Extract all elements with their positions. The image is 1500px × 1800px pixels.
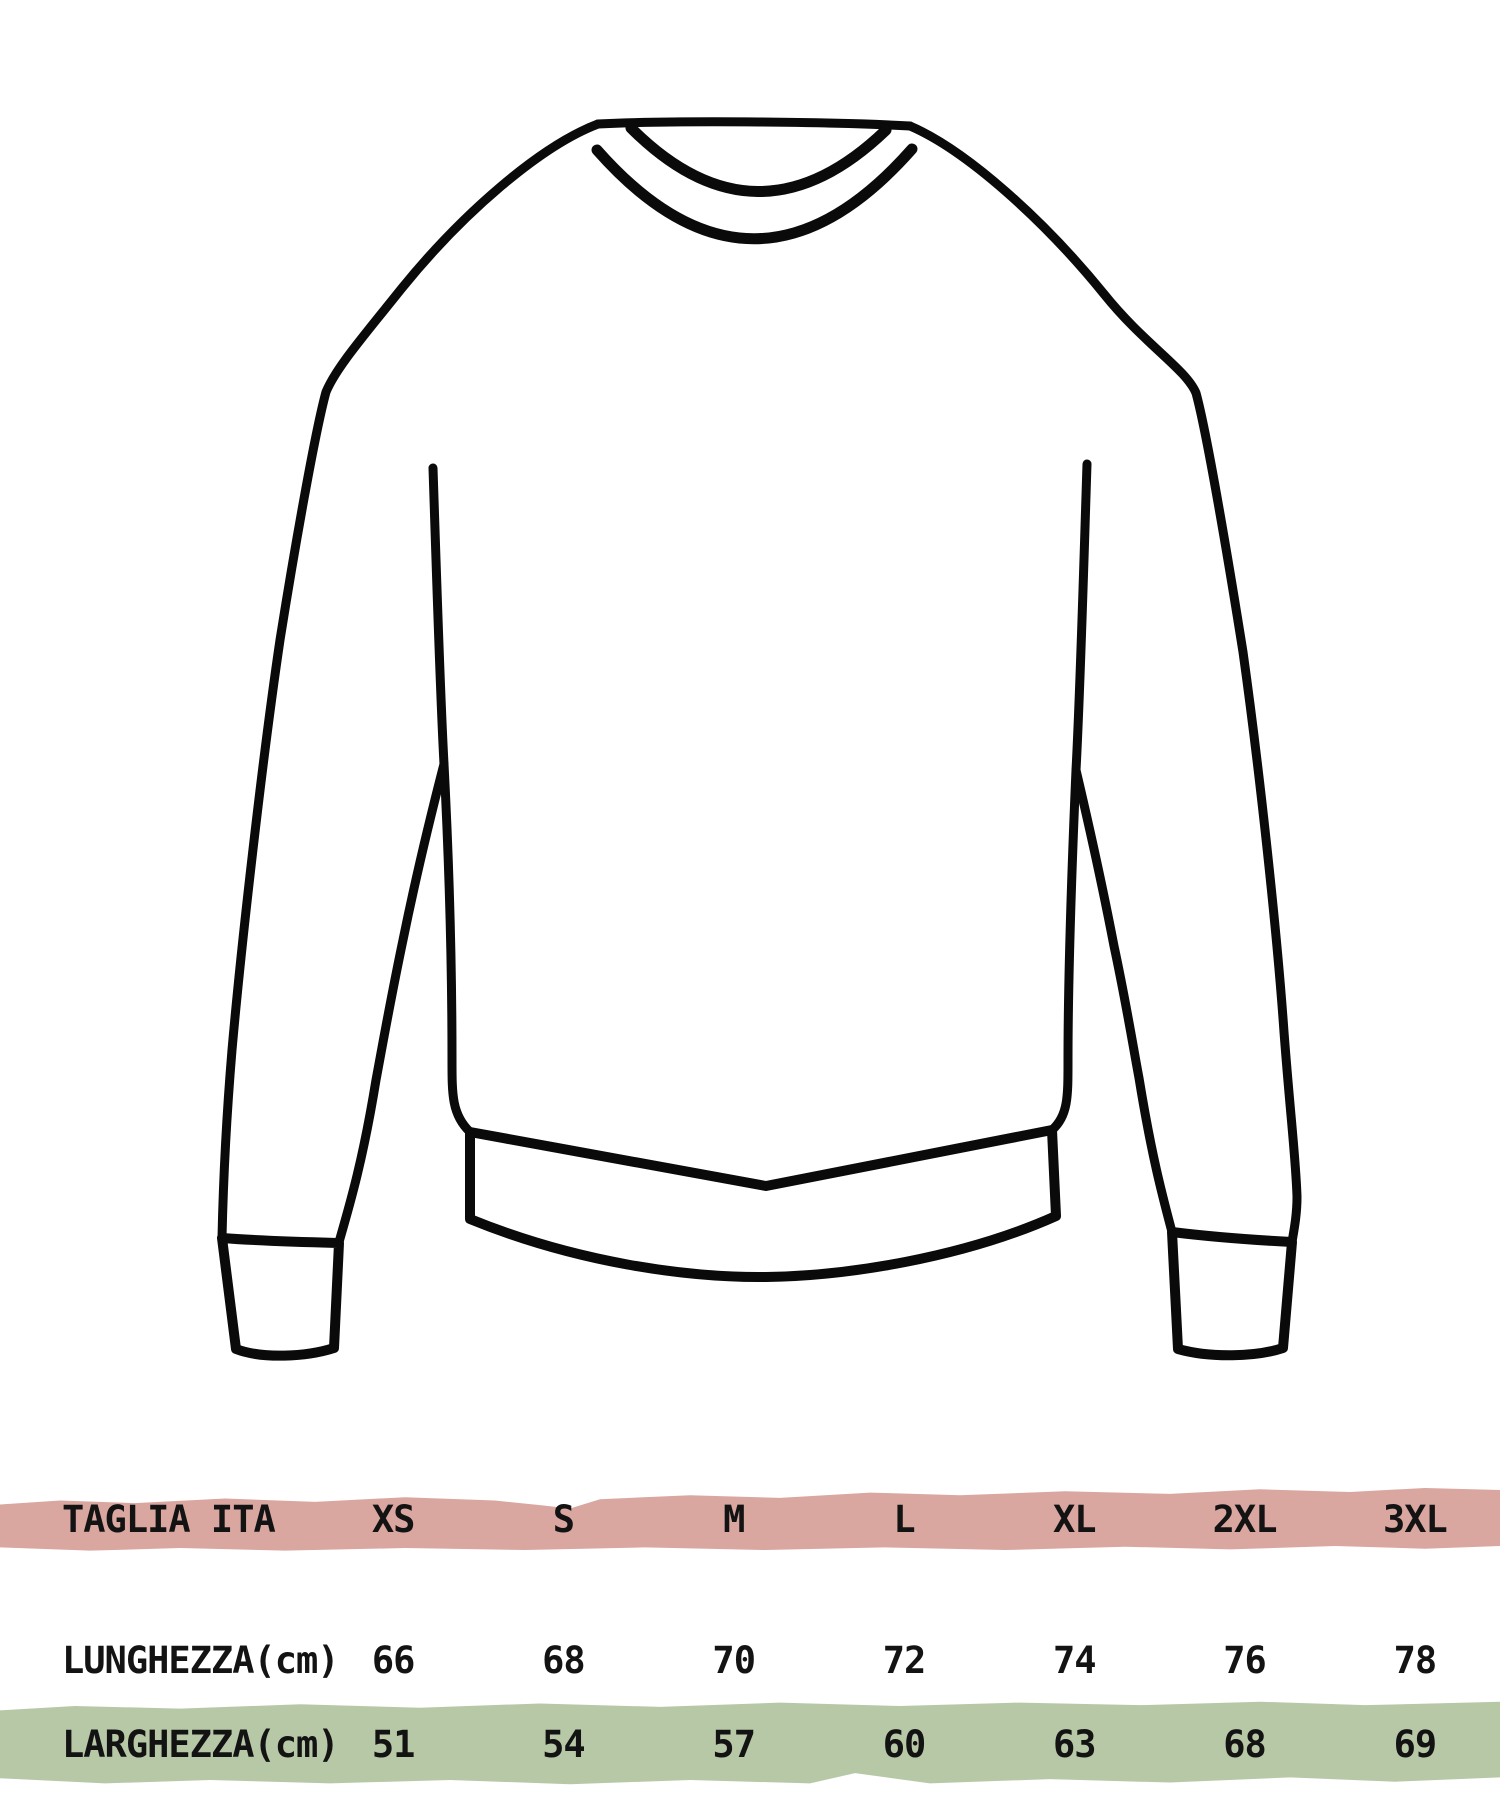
length-value: 72 — [882, 1638, 927, 1682]
size-label-2xl: 2XL — [1212, 1497, 1278, 1541]
width-value: 69 — [1393, 1722, 1438, 1766]
length-value: 66 — [371, 1638, 416, 1682]
row-label-lunghezza: LUNGHEZZA(cm) — [62, 1638, 340, 1682]
row-label-taglia: TAGLIA ITA — [62, 1497, 276, 1541]
size-label-3xl: 3XL — [1382, 1497, 1448, 1541]
collar-neckline-arc — [625, 122, 892, 197]
length-row: LUNGHEZZA(cm) 66 68 70 72 74 76 78 — [0, 1627, 1500, 1693]
width-row: LARGHEZZA(cm) 51 54 57 60 63 68 69 — [0, 1711, 1500, 1777]
width-row-brush-band — [0, 1701, 1500, 1785]
size-table-header-row: TAGLIA ITA XS S M L XL 2XL 3XL — [0, 1486, 1500, 1552]
width-value: 51 — [371, 1722, 416, 1766]
right-cuff — [1167, 1227, 1297, 1361]
left-shoulder-sleeve-outer — [217, 119, 603, 1243]
left-sleeve-inner-edge — [334, 759, 449, 1247]
left-cuff — [217, 1233, 344, 1361]
right-shoulder-sleeve-outer — [905, 121, 1302, 1247]
width-value: 63 — [1053, 1722, 1097, 1766]
size-label-m: M — [723, 1497, 745, 1541]
sweatshirt-illustration — [217, 117, 1302, 1361]
width-value: 57 — [712, 1722, 756, 1766]
right-sleeve-inner-edge — [1071, 765, 1177, 1237]
torso-left-seam — [428, 463, 475, 1137]
width-value: 60 — [882, 1722, 927, 1766]
collar-top-line — [593, 117, 915, 131]
size-label-s: S — [552, 1497, 575, 1541]
length-value: 78 — [1393, 1638, 1438, 1682]
width-value: 54 — [542, 1722, 586, 1766]
sweatshirt-outline-svg — [217, 117, 1302, 1361]
length-value: 70 — [712, 1638, 756, 1682]
size-label-xs: XS — [371, 1497, 416, 1541]
torso-right-seam — [1047, 459, 1092, 1135]
row-label-larghezza: LARGHEZZA(cm) — [62, 1722, 340, 1766]
width-value: 68 — [1223, 1722, 1267, 1766]
length-value: 76 — [1223, 1638, 1267, 1682]
size-label-l: L — [893, 1497, 915, 1541]
collar-rib-arc — [591, 143, 918, 245]
hem-waistband — [465, 1125, 1061, 1283]
length-value: 68 — [542, 1638, 586, 1682]
size-label-xl: XL — [1053, 1497, 1097, 1541]
length-value: 74 — [1053, 1638, 1097, 1682]
